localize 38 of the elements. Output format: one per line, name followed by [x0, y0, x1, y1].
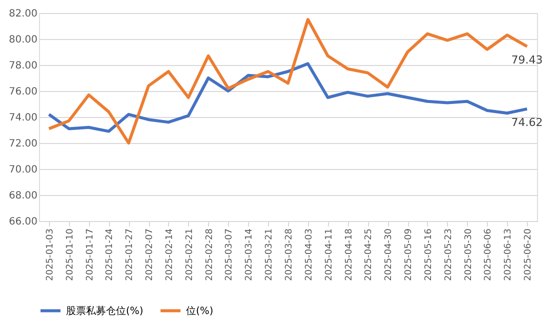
x-tick-label: 2025-03-28 [284, 228, 294, 281]
legend-label: 股票私募仓位(%) [66, 304, 144, 317]
y-tick-label: 74.00 [8, 112, 38, 124]
x-tick-label: 2025-04-30 [384, 228, 394, 281]
x-tick-label: 2025-02-21 [184, 228, 195, 281]
y-tick-label: 80.00 [8, 34, 38, 46]
x-tick-label: 2025-04-25 [364, 228, 374, 281]
x-tick-label: 2025-01-24 [105, 228, 116, 281]
y-tick-label: 70.00 [8, 164, 38, 176]
x-tick-label: 2025-03-14 [244, 228, 255, 281]
y-tick-label: 68.00 [8, 190, 38, 202]
x-tick-label: 2025-03-07 [224, 228, 235, 281]
x-tick-label: 2025-06-13 [504, 228, 514, 281]
y-tick-label: 76.00 [8, 86, 38, 98]
x-tick-label: 2025-01-27 [125, 228, 136, 281]
x-tick-label: 2025-02-28 [204, 228, 215, 281]
x-tick-label: 2025-06-20 [524, 228, 534, 281]
x-tick-label: 2025-04-11 [324, 228, 334, 281]
x-tick-label: 2025-02-07 [145, 228, 156, 281]
y-tick-label: 66.00 [8, 216, 38, 228]
x-tick-label: 2025-02-14 [164, 228, 175, 281]
x-tick-label: 2025-01-03 [45, 228, 56, 281]
x-tick-label: 2025-05-16 [424, 228, 434, 281]
legend-label: 位(%) [186, 304, 214, 317]
x-tick-label: 2025-05-23 [444, 228, 454, 281]
x-tick-label: 2025-05-09 [404, 228, 414, 281]
x-tick-label: 2025-04-03 [304, 228, 314, 281]
y-tick-label: 82.00 [8, 8, 38, 20]
x-tick-label: 2025-06-06 [484, 228, 494, 281]
x-tick-label: 2025-04-18 [344, 228, 354, 281]
x-tick-label: 2025-01-17 [85, 228, 96, 281]
y-tick-label: 78.00 [8, 60, 38, 72]
data-label: 74.62 [511, 116, 543, 129]
data-label: 79.43 [511, 53, 543, 66]
y-tick-label: 72.00 [8, 138, 38, 150]
x-tick-label: 2025-05-30 [464, 228, 474, 281]
x-tick-label: 2025-01-10 [65, 228, 76, 281]
x-tick-label: 2025-03-21 [264, 228, 275, 281]
